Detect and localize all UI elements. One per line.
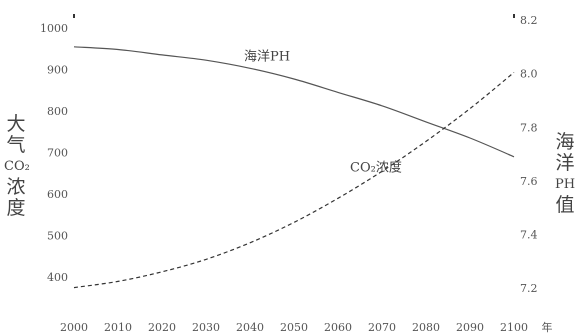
x-tick-label: 2070: [368, 321, 396, 334]
left-axis-title-char: 浓: [6, 176, 26, 198]
right-tick-label: 7.4: [520, 229, 538, 242]
right-axis-title-char: PH: [554, 177, 576, 192]
x-tick-label: 2020: [148, 321, 176, 334]
left-axis-title-char: 大: [6, 113, 26, 135]
x-tick-label: 2060: [324, 321, 352, 334]
left-axis-title-char: CO₂: [4, 159, 30, 174]
left-tick-label: 400: [47, 271, 68, 284]
right-tick-label: 8.2: [520, 14, 538, 27]
right-tick-label: 8.0: [520, 68, 538, 81]
left-axis-title-char: 度: [6, 197, 26, 219]
left-axis-title: 大气 CO₂ 浓度: [4, 113, 30, 219]
left-tick-label: 800: [47, 105, 68, 118]
left-tick-label: 900: [47, 64, 68, 77]
left-tick-label: 1000: [40, 22, 68, 35]
axes: [73, 14, 515, 18]
x-tick-label: 2010: [104, 321, 132, 334]
left-axis-ticks: 1000 900 800 700 600 500 400: [40, 22, 68, 284]
right-tick-label: 7.6: [520, 175, 538, 188]
ocean-ph-label: 海洋PH: [244, 49, 290, 64]
x-tick-label: 2080: [412, 321, 440, 334]
right-axis-title-char: 海: [555, 131, 575, 153]
x-tick-label: 2050: [280, 321, 308, 334]
right-axis-title: 海洋 PH 值: [553, 132, 577, 216]
ocean-ph-line: [73, 46, 515, 158]
x-tick-label: 2100: [500, 321, 528, 334]
right-tick-label: 7.2: [520, 282, 538, 295]
right-axis-title-char: 洋: [555, 152, 575, 174]
left-tick-label: 600: [47, 188, 68, 201]
left-axis-title-char: 气: [6, 134, 26, 156]
x-axis-unit: 年: [542, 320, 553, 334]
right-axis-ticks: 8.2 8.0 7.8 7.6 7.4 7.2: [520, 14, 538, 295]
series-layer: [73, 46, 515, 289]
co2-concentration-line: [73, 71, 515, 289]
x-tick-label: 2000: [60, 321, 88, 334]
series-labels: 海洋PH CO₂浓度: [244, 49, 402, 175]
x-tick-label: 2040: [236, 321, 264, 334]
x-axis-ticks: 2000 2010 2020 2030 2040 2050 2060 2070 2080 2090…: [60, 320, 553, 334]
co2-concentration-label: CO₂浓度: [350, 159, 402, 175]
right-tick-label: 7.8: [520, 121, 538, 134]
left-tick-label: 700: [47, 147, 68, 160]
x-tick-label: 2030: [192, 321, 220, 334]
left-tick-label: 500: [47, 230, 68, 243]
right-axis-title-char: 值: [555, 194, 575, 216]
x-tick-label: 2090: [456, 321, 484, 334]
